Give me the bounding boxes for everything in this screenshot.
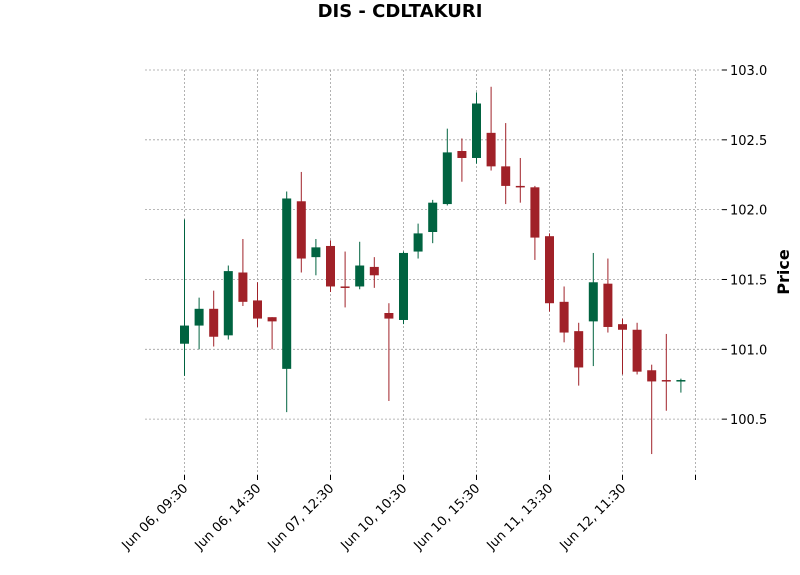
candle-body [180,325,189,344]
candle-body [632,329,642,372]
candle-body [545,236,554,304]
x-tick-label: Jun 10, 15:30 [411,481,484,554]
candle-body [209,308,219,337]
candle-body [588,282,598,322]
y-axis: 100.5 101.0 101.5 102.0 102.5 103.0 [722,64,767,428]
y-tick-label: 102.0 [730,204,767,219]
candle-body [311,247,321,258]
candle-body [472,103,481,158]
candle-body [223,271,233,336]
y-tick-label: 102.5 [730,134,767,149]
candle-body [486,132,496,167]
x-tick-label: Jun 11, 13:30 [484,481,557,554]
x-axis: Jun 06, 09:30 Jun 06, 14:30 Jun 07, 12:30 J… [119,475,696,554]
candle-body [369,266,379,276]
y-axis-label: Price [774,249,793,295]
x-tick-label: Jun 07, 12:30 [265,481,338,554]
candle-body [238,272,248,302]
candle-body [442,152,452,205]
candle-body [515,185,525,188]
candle-body [603,283,613,327]
chart-title: DIS - CDLTAKURI [318,1,483,22]
candle-body [501,166,511,186]
candle-body [574,331,584,368]
candle-body [384,313,394,319]
candle-body [253,300,262,319]
y-tick-label: 101.5 [730,273,767,288]
candle-body [267,317,277,322]
candle-body [194,308,204,326]
x-tick-label: Jun 06, 14:30 [192,481,265,554]
candle-body [413,233,423,252]
y-tick-label: 101.0 [730,343,767,358]
candle-body [340,286,350,288]
x-tick-label: Jun 12, 11:30 [557,481,630,554]
candle-body [661,380,671,382]
candle-body [559,301,569,333]
candle-body [457,151,467,158]
y-tick-label: 103.0 [730,64,767,79]
candle-body [326,245,335,287]
candle-body [618,324,627,330]
candle-body [399,252,408,320]
candle-body [282,198,292,369]
x-tick-label: Jun 10, 10:30 [338,481,411,554]
x-tick-label: Jun 06, 09:30 [119,481,192,554]
candle-body [647,370,657,382]
candles [180,86,686,455]
candle-body [355,265,365,287]
candle-body [296,201,306,259]
candle-body [428,202,438,232]
candle-body [530,187,540,238]
y-tick-label: 100.5 [730,413,767,428]
candle-body [676,380,686,382]
